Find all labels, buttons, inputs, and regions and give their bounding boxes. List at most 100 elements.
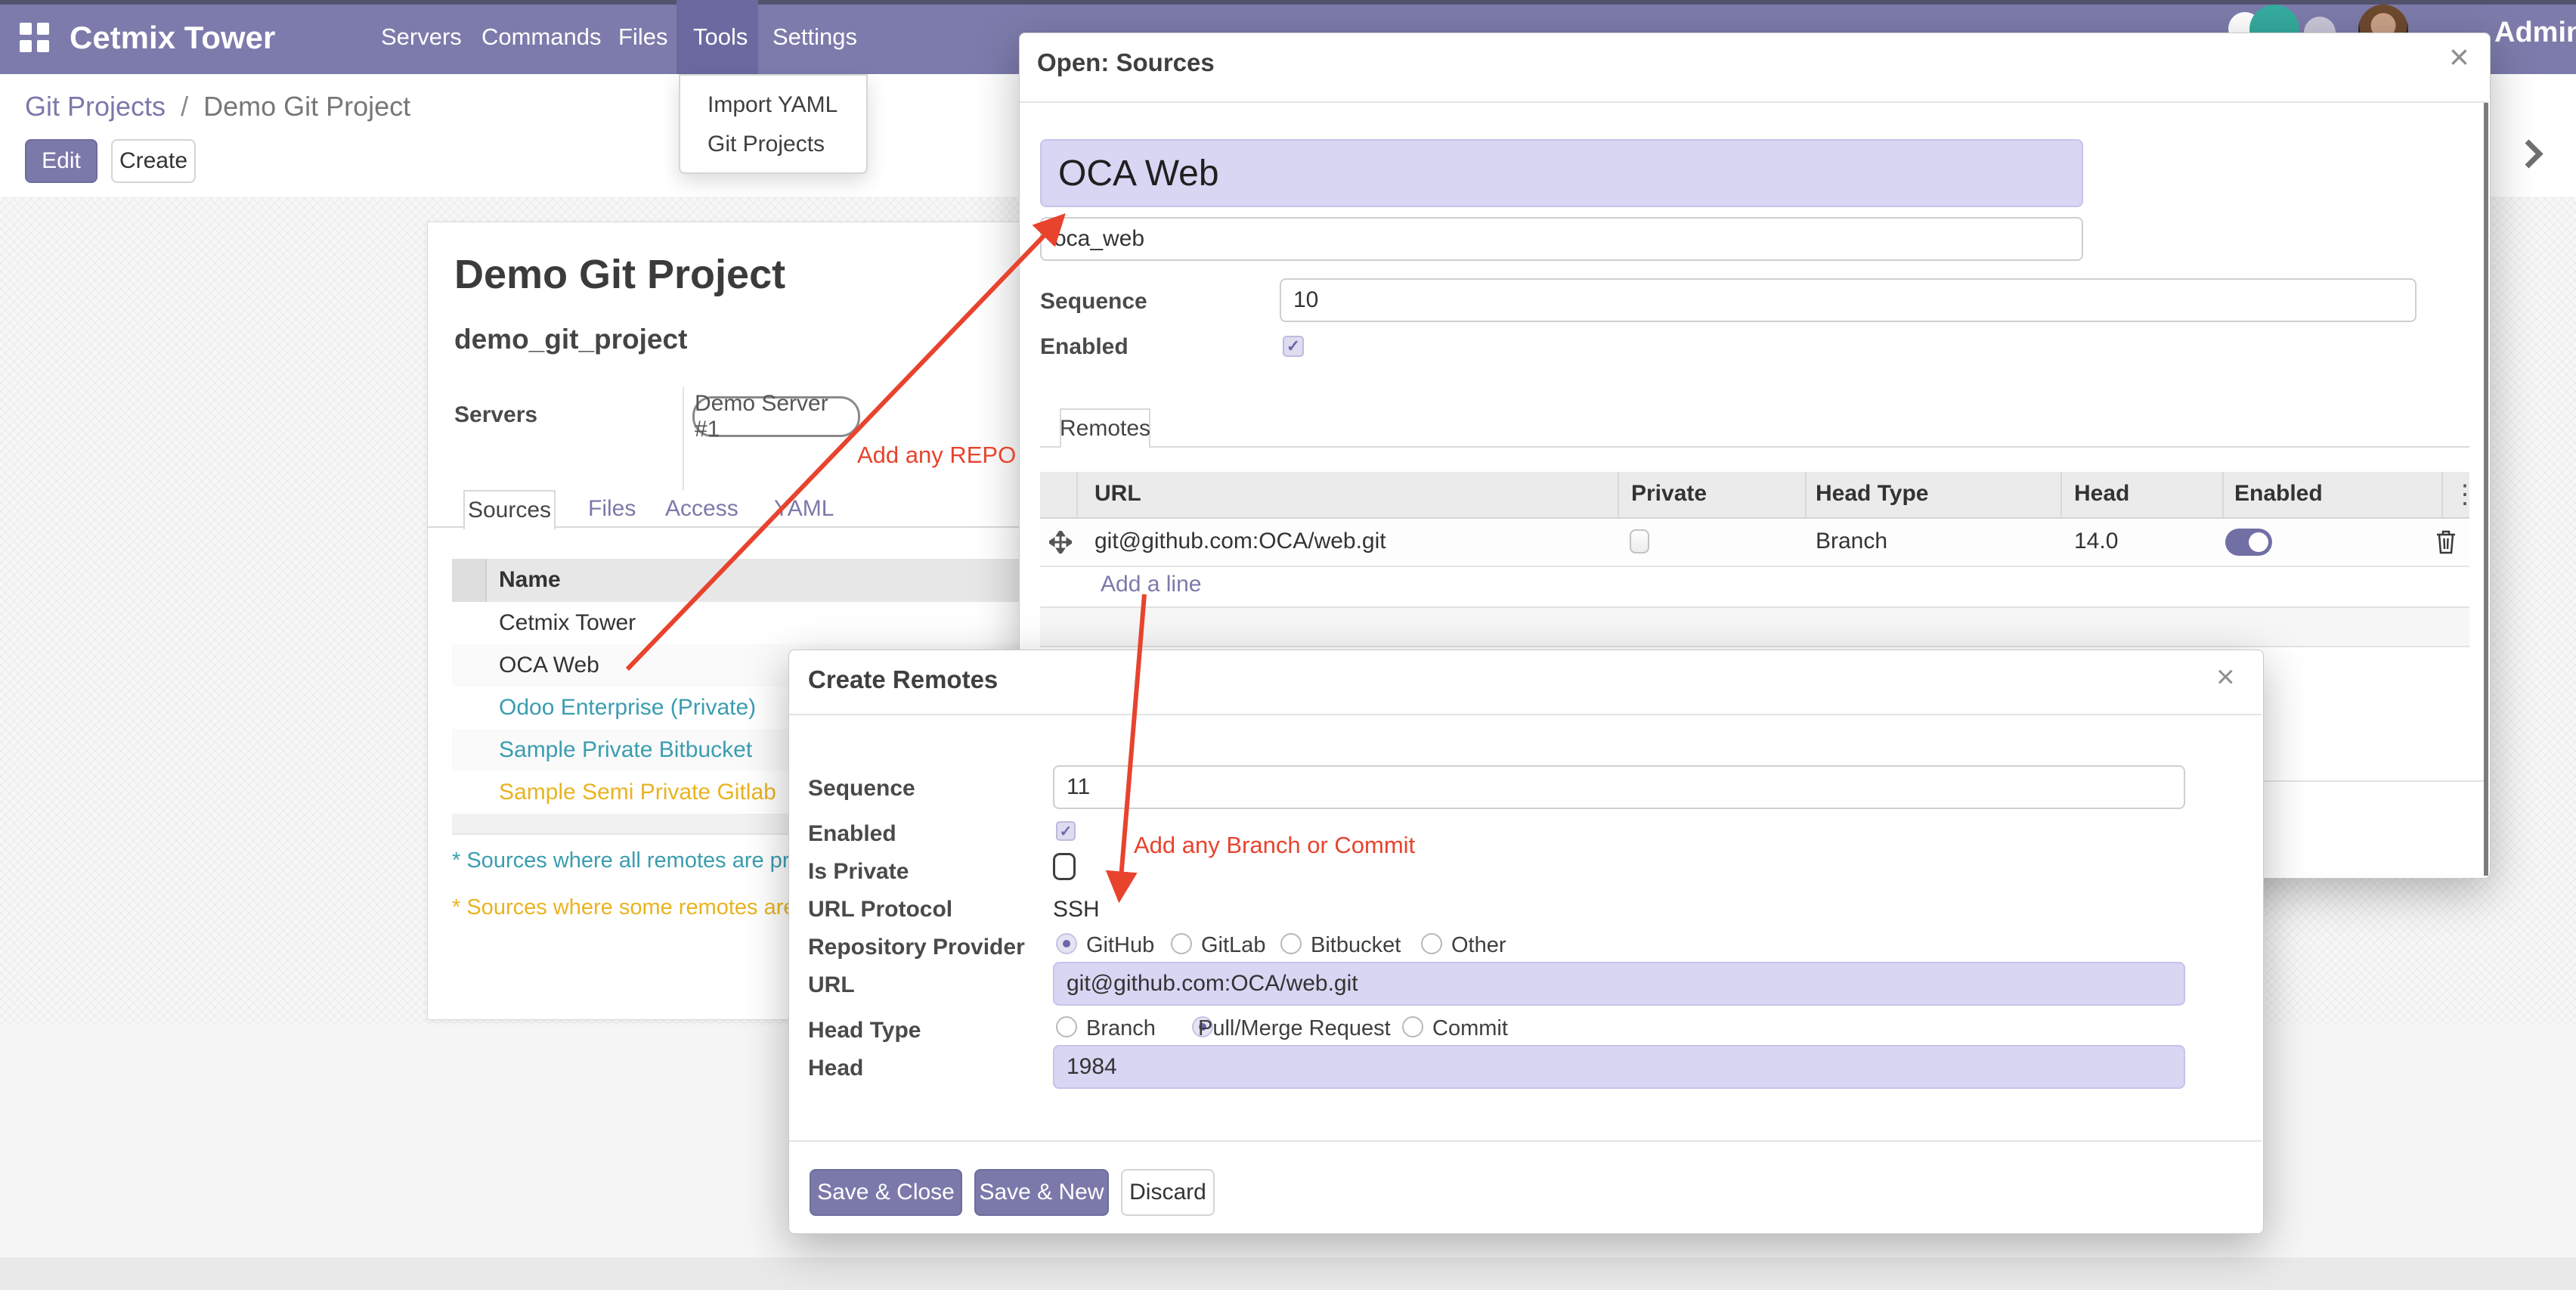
server-tag[interactable]: Demo Server #1 — [692, 391, 860, 442]
nav-item-settings[interactable]: Settings — [772, 23, 858, 50]
provider-radio-bitbucket[interactable] — [1280, 933, 1302, 954]
remote-head-type-cell[interactable]: Branch — [1816, 529, 1888, 554]
check-icon: ✓ — [1286, 336, 1301, 355]
field-divider — [683, 387, 684, 490]
provider-radio-gitlab[interactable] — [1171, 933, 1192, 954]
sources-table-header: Name — [452, 559, 1019, 603]
remotes-empty-row — [1040, 606, 2469, 647]
breadcrumb: Git Projects / Demo Git Project — [25, 91, 410, 122]
cr-url-label: URL — [808, 972, 855, 997]
edit-button[interactable]: Edit — [25, 139, 98, 183]
save-and-new-button[interactable]: Save & New — [974, 1169, 1109, 1216]
sequence-input[interactable] — [1280, 278, 2417, 322]
create-remotes-header-divider — [789, 714, 2262, 715]
menu-item-git-projects[interactable]: Git Projects — [707, 132, 825, 157]
footnote-semi-private: * Sources where some remotes are — [452, 895, 796, 919]
source-name-input[interactable] — [1040, 139, 2083, 207]
provider-label-github[interactable]: GitHub — [1086, 933, 1155, 957]
tab-remotes[interactable]: Remotes — [1060, 408, 1150, 448]
head-type-label-commit[interactable]: Commit — [1432, 1016, 1508, 1040]
column-header-name[interactable]: Name — [499, 567, 561, 592]
tools-dropdown-menu: Import YAML Git Projects — [679, 74, 868, 174]
col-header-url[interactable]: URL — [1094, 481, 1141, 506]
create-remotes-footer-divider — [789, 1140, 2262, 1142]
footnote-private: * Sources where all remotes are pri — [452, 848, 794, 873]
tab-sources[interactable]: Sources — [463, 490, 556, 529]
nav-item-commands[interactable]: Commands — [481, 23, 602, 50]
optional-columns-icon[interactable]: ⋮ — [2452, 480, 2478, 509]
col-header-head[interactable]: Head — [2074, 481, 2130, 506]
project-title: Demo Git Project — [454, 252, 786, 297]
cr-head-type-label: Head Type — [808, 1018, 921, 1043]
cr-url-protocol-value: SSH — [1053, 897, 1100, 922]
add-a-line-link[interactable]: Add a line — [1101, 572, 1202, 597]
breadcrumb-parent-link[interactable]: Git Projects — [25, 91, 166, 122]
open-sources-scrollbar[interactable] — [2484, 103, 2488, 876]
breadcrumb-separator: / — [181, 91, 189, 122]
head-type-label-pull-merge[interactable]: Pull/Merge Request — [1198, 1016, 1391, 1040]
nav-item-servers[interactable]: Servers — [381, 23, 462, 50]
head-type-radio-commit[interactable] — [1402, 1016, 1423, 1037]
apps-grid-icon[interactable] — [20, 23, 49, 52]
open-sources-close-icon[interactable]: × — [2449, 37, 2469, 76]
remotes-table-header: URL Private Head Type Head Enabled ⋮ — [1040, 472, 2478, 519]
create-button[interactable]: Create — [111, 139, 196, 183]
remote-enabled-toggle[interactable] — [2225, 529, 2272, 556]
create-remotes-modal — [788, 650, 2264, 1234]
app-brand[interactable]: Cetmix Tower — [70, 20, 276, 55]
enabled-checkbox[interactable]: ✓ — [1283, 336, 1304, 357]
cr-url-input[interactable] — [1053, 962, 2185, 1006]
nav-item-tools-active-bg — [677, 0, 758, 74]
source-row-cetmix-tower[interactable]: Cetmix Tower — [452, 602, 1019, 646]
window-top-strip — [0, 0, 2576, 5]
provider-label-other[interactable]: Other — [1451, 933, 1506, 957]
open-sources-title: Open: Sources — [1037, 48, 1215, 76]
remote-row[interactable]: git@github.com:OCA/web.git Branch 14.0 — [1040, 519, 2469, 567]
drag-handle-icon[interactable] — [1049, 531, 1072, 554]
breadcrumb-current: Demo Git Project — [203, 91, 411, 122]
tab-yaml[interactable]: YAML — [774, 496, 834, 521]
col-header-head-type[interactable]: Head Type — [1816, 481, 1929, 506]
save-and-close-button[interactable]: Save & Close — [810, 1169, 962, 1216]
source-code-input[interactable] — [1040, 217, 2083, 261]
tab-access[interactable]: Access — [665, 496, 738, 521]
annotation-add-any-branch-or-commit: Add any Branch or Commit — [1134, 832, 1416, 858]
provider-radio-other[interactable] — [1421, 933, 1442, 954]
provider-label-bitbucket[interactable]: Bitbucket — [1311, 933, 1401, 957]
cr-enabled-label: Enabled — [808, 821, 896, 846]
head-type-radio-branch[interactable] — [1056, 1016, 1077, 1037]
user-name[interactable]: Admin — [2494, 17, 2576, 48]
head-type-label-branch[interactable]: Branch — [1086, 1016, 1156, 1040]
cr-sequence-input[interactable] — [1053, 765, 2185, 809]
create-remotes-title: Create Remotes — [808, 665, 999, 693]
check-icon: ✓ — [1059, 823, 1073, 840]
pager-next-button[interactable] — [2514, 138, 2549, 171]
tab-files[interactable]: Files — [588, 496, 636, 521]
servers-field-label: Servers — [454, 402, 538, 427]
create-remotes-close-icon[interactable]: × — [2216, 659, 2235, 694]
provider-radio-github[interactable] — [1056, 933, 1077, 954]
remote-url-cell[interactable]: git@github.com:OCA/web.git — [1094, 529, 1386, 554]
delete-row-trash-icon[interactable] — [2435, 529, 2457, 555]
annotation-add-any-repo: Add any REPO — [857, 442, 1017, 468]
provider-label-gitlab[interactable]: GitLab — [1201, 933, 1266, 957]
head-type-radio-pull-merge[interactable] — [1192, 1016, 1214, 1037]
cr-head-label: Head — [808, 1056, 864, 1081]
remote-head-cell[interactable]: 14.0 — [2074, 529, 2119, 554]
nav-item-files[interactable]: Files — [618, 23, 668, 50]
col-header-private[interactable]: Private — [1631, 481, 1708, 506]
menu-item-import-yaml[interactable]: Import YAML — [707, 92, 838, 117]
cr-head-input[interactable] — [1053, 1045, 2185, 1089]
remote-private-checkbox[interactable] — [1630, 529, 1649, 554]
cr-is-private-checkbox[interactable] — [1053, 853, 1076, 880]
nav-item-tools[interactable]: Tools — [693, 23, 748, 50]
remotes-tab-line — [1040, 446, 2469, 448]
chevron-right-icon — [2514, 139, 2543, 169]
cr-is-private-label: Is Private — [808, 859, 909, 884]
bottom-strip — [0, 1257, 2576, 1290]
discard-button[interactable]: Discard — [1121, 1169, 1215, 1216]
col-header-enabled[interactable]: Enabled — [2234, 481, 2323, 506]
enabled-label: Enabled — [1040, 334, 1129, 359]
cr-enabled-checkbox[interactable]: ✓ — [1056, 821, 1076, 841]
